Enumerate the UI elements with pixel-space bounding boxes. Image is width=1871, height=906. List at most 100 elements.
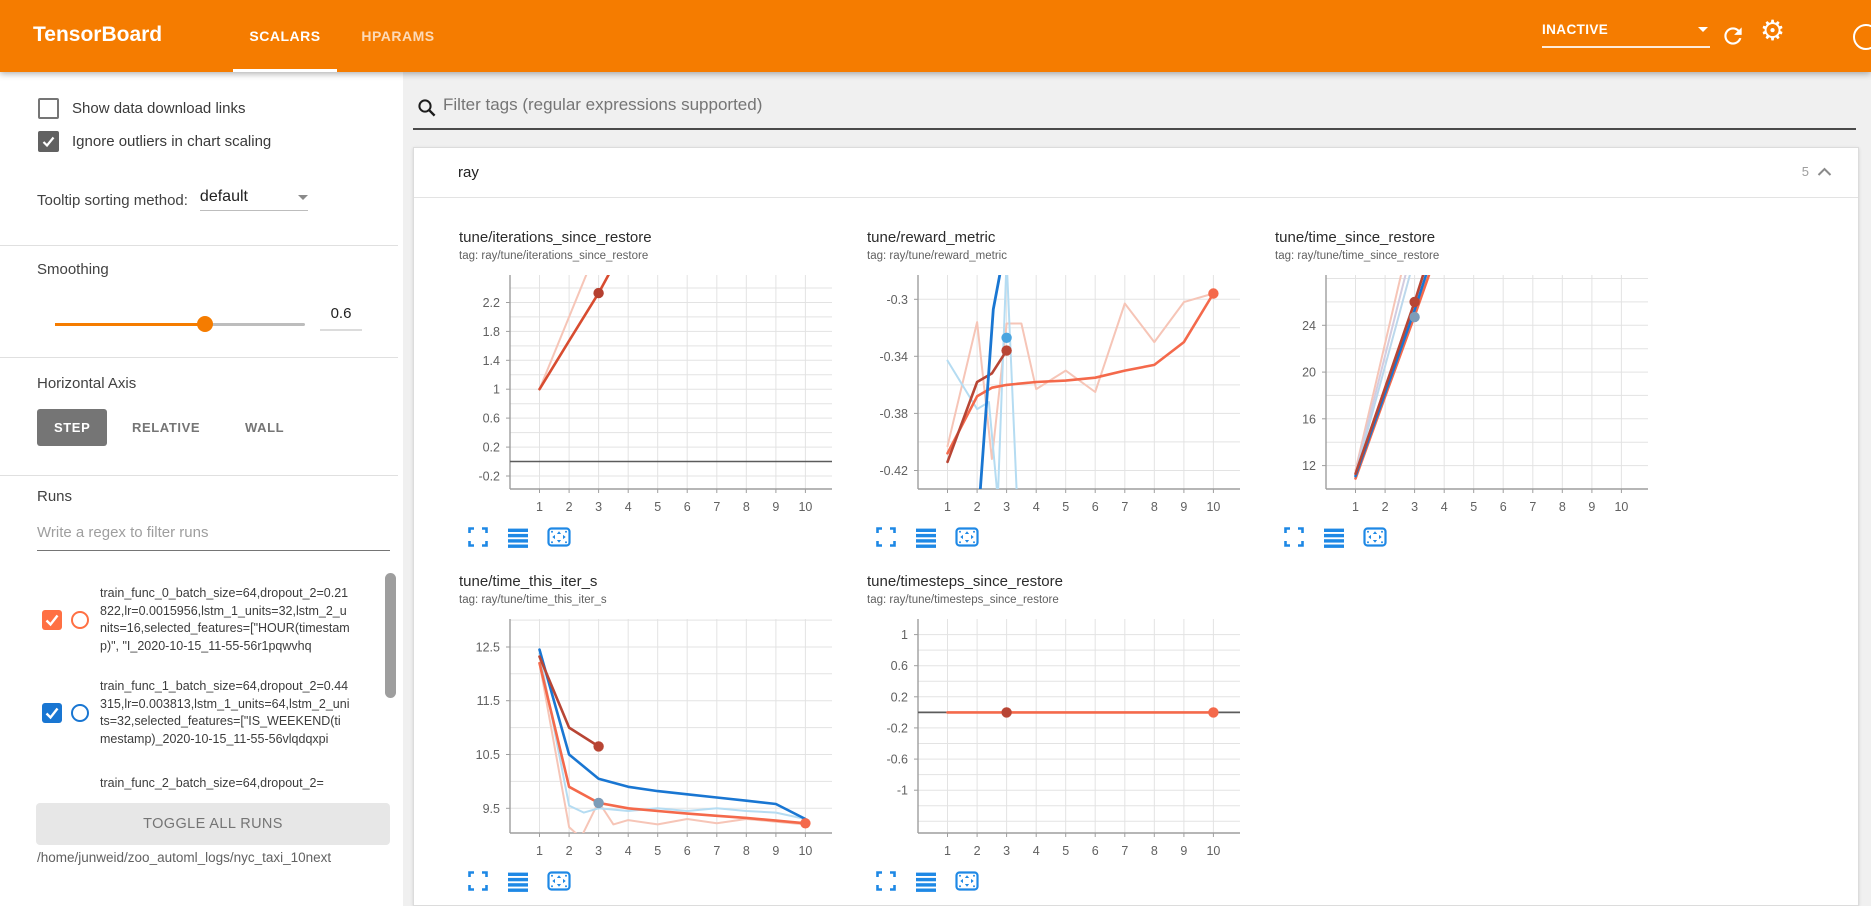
run-list-item[interactable]: train_func_2_batch_size=64,dropout_2= [0, 775, 403, 793]
svg-text:-1: -1 [897, 784, 908, 798]
run-label: train_func_0_batch_size=64,dropout_2=0.2… [100, 585, 351, 655]
checkbox-row-ignore-outliers[interactable]: Ignore outliers in chart scaling [38, 131, 271, 152]
checkbox-ignore-outliers[interactable] [38, 131, 59, 152]
svg-text:-0.6: -0.6 [886, 753, 908, 767]
svg-text:1.8: 1.8 [483, 325, 500, 339]
svg-text:-0.42: -0.42 [880, 464, 909, 478]
svg-text:20: 20 [1302, 366, 1316, 380]
horizontal-bars-icon[interactable] [914, 869, 938, 893]
settings-gear-icon[interactable]: ⚙ [1760, 17, 1785, 45]
fullscreen-corners-icon[interactable] [874, 525, 898, 549]
svg-text:0.6: 0.6 [891, 659, 908, 673]
horizontal-bars-icon[interactable] [914, 525, 938, 549]
fullscreen-corners-icon[interactable] [466, 525, 490, 549]
tag-filter-bar [413, 90, 1856, 130]
svg-text:2: 2 [566, 500, 573, 514]
svg-text:4: 4 [1033, 844, 1040, 858]
svg-text:10: 10 [1206, 500, 1220, 514]
axis-button-wall[interactable]: WALL [245, 420, 284, 435]
runs-filter-input[interactable] [37, 524, 390, 551]
divider [0, 245, 398, 246]
sidebar-scrollbar[interactable] [385, 573, 396, 698]
axis-button-relative[interactable]: RELATIVE [132, 420, 200, 435]
svg-text:6: 6 [1500, 500, 1507, 514]
svg-text:10: 10 [798, 844, 812, 858]
svg-text:3: 3 [595, 500, 602, 514]
svg-text:1: 1 [536, 844, 543, 858]
help-icon[interactable] [1853, 24, 1871, 50]
axis-button-step[interactable]: STEP [37, 409, 107, 446]
run-list: train_func_0_batch_size=64,dropout_2=0.2… [0, 575, 403, 825]
smoothing-slider[interactable] [55, 323, 305, 326]
run-list-item[interactable]: train_func_1_batch_size=64,dropout_2=0.4… [0, 668, 403, 758]
svg-text:1.4: 1.4 [483, 354, 500, 368]
horizontal-bars-icon[interactable] [506, 525, 530, 549]
sidebar: Show data download links Ignore outliers… [0, 72, 403, 906]
svg-text:2: 2 [974, 844, 981, 858]
run-label: train_func_2_batch_size=64,dropout_2= [100, 775, 360, 793]
chart-toolbar [874, 869, 980, 893]
svg-text:10: 10 [798, 500, 812, 514]
chevron-up-icon[interactable] [1817, 167, 1832, 177]
caret-down-icon [298, 195, 308, 200]
run-list-item[interactable]: train_func_0_batch_size=64,dropout_2=0.2… [0, 575, 403, 665]
chart-tag: tag: ray/tune/time_since_restore [1275, 250, 1439, 262]
tooltip-sorting-select[interactable]: default [200, 188, 308, 211]
svg-text:4: 4 [1441, 500, 1448, 514]
status-dropdown[interactable]: INACTIVE [1542, 22, 1710, 48]
svg-text:7: 7 [1121, 500, 1128, 514]
svg-text:0.6: 0.6 [483, 412, 500, 426]
fit-to-data-icon[interactable] [546, 869, 572, 893]
status-label: INACTIVE [1542, 22, 1608, 37]
toggle-all-runs-button[interactable]: TOGGLE ALL RUNS [36, 803, 390, 845]
svg-text:-0.34: -0.34 [880, 350, 909, 364]
run-radio[interactable] [71, 611, 89, 629]
svg-text:5: 5 [1470, 500, 1477, 514]
smoothing-value[interactable]: 0.6 [320, 305, 362, 331]
svg-text:7: 7 [1529, 500, 1536, 514]
chart-toolbar [1282, 525, 1388, 549]
fit-to-data-icon[interactable] [1362, 525, 1388, 549]
checkbox-show-download-links[interactable] [38, 98, 59, 119]
chart-plot: 1234567891012.511.510.59.5 [438, 613, 838, 863]
run-checkbox[interactable] [42, 703, 62, 723]
svg-text:1: 1 [493, 383, 500, 397]
svg-text:1: 1 [944, 844, 951, 858]
svg-text:1: 1 [901, 628, 908, 642]
fullscreen-corners-icon[interactable] [466, 869, 490, 893]
tag-filter-input[interactable] [441, 94, 1825, 116]
tab-hparams[interactable]: HPARAMS [348, 0, 448, 69]
horizontal-bars-icon[interactable] [1322, 525, 1346, 549]
divider [0, 357, 398, 358]
svg-text:-0.38: -0.38 [880, 407, 909, 421]
svg-text:10: 10 [1206, 844, 1220, 858]
chart-plot: 123456789102.21.81.410.60.2-0.2 [438, 269, 838, 519]
svg-text:9: 9 [1180, 844, 1187, 858]
group-chart-count: 5 [1802, 164, 1809, 179]
slider-thumb[interactable] [197, 316, 213, 332]
svg-text:12: 12 [1302, 459, 1316, 473]
run-radio[interactable] [71, 704, 89, 722]
tab-scalars[interactable]: SCALARS [233, 0, 337, 72]
tooltip-sorting-value: default [200, 188, 248, 205]
slider-fill [55, 323, 205, 326]
chart-tag: tag: ray/tune/time_this_iter_s [459, 594, 607, 606]
checkbox-row-show-download-links[interactable]: Show data download links [38, 98, 245, 119]
fullscreen-corners-icon[interactable] [1282, 525, 1306, 549]
svg-text:1: 1 [536, 500, 543, 514]
fullscreen-corners-icon[interactable] [874, 869, 898, 893]
run-checkbox[interactable] [42, 610, 62, 630]
chart-card: tune/reward_metric tag: ray/tune/reward_… [846, 229, 1246, 559]
fit-to-data-icon[interactable] [954, 869, 980, 893]
refresh-icon[interactable] [1720, 23, 1746, 49]
fit-to-data-icon[interactable] [546, 525, 572, 549]
svg-text:10.5: 10.5 [476, 748, 500, 762]
horizontal-bars-icon[interactable] [506, 869, 530, 893]
svg-text:1: 1 [1352, 500, 1359, 514]
chart-toolbar [466, 869, 572, 893]
ray-panel-header[interactable]: ray 5 [414, 148, 1858, 198]
svg-text:2: 2 [1382, 500, 1389, 514]
svg-text:4: 4 [625, 500, 632, 514]
fit-to-data-icon[interactable] [954, 525, 980, 549]
svg-text:6: 6 [1092, 500, 1099, 514]
